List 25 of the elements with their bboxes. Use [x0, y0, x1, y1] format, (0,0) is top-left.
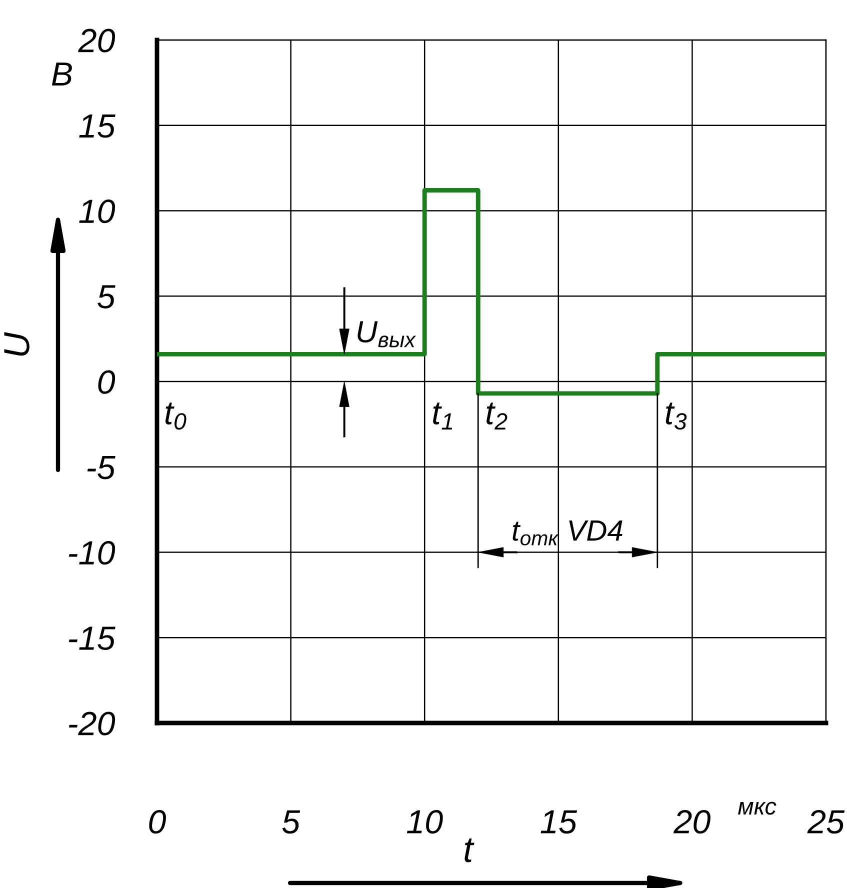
annotation: t$_{2}$ [486, 402, 508, 430]
x-axis-title: t [464, 838, 474, 862]
text: В [52, 62, 72, 86]
x-tick-label: 25 [807, 810, 845, 834]
y-tick-label: -5 [87, 456, 116, 480]
y-tick-label: 10 [79, 200, 116, 224]
x-tick-label: 0 [149, 810, 166, 834]
x-tick-label: 10 [406, 810, 443, 834]
text: мкс [738, 802, 776, 815]
y-tick-label: -20 [68, 712, 116, 736]
annotation: t$_{отк}$ VD4 [512, 520, 622, 546]
annotation: U$_{вых}$ [358, 321, 416, 348]
y-tick-label: 0 [98, 370, 116, 394]
y-tick-label: 5 [98, 285, 116, 309]
y-tick-label: -10 [68, 541, 116, 565]
y-axis-title: U [4, 332, 30, 356]
y-tick-label: -15 [68, 626, 116, 650]
y-tick-label: 20 [78, 28, 116, 52]
x-tick-label: 20 [673, 810, 710, 834]
x-tick-label: 5 [282, 810, 300, 834]
annotation: t$_{3}$ [666, 402, 687, 430]
annotation: t$_{1}$ [433, 402, 452, 430]
annotation: t$_{0}$ [165, 402, 186, 430]
y-tick-label: 15 [79, 114, 116, 138]
x-tick-label: 15 [540, 810, 578, 834]
